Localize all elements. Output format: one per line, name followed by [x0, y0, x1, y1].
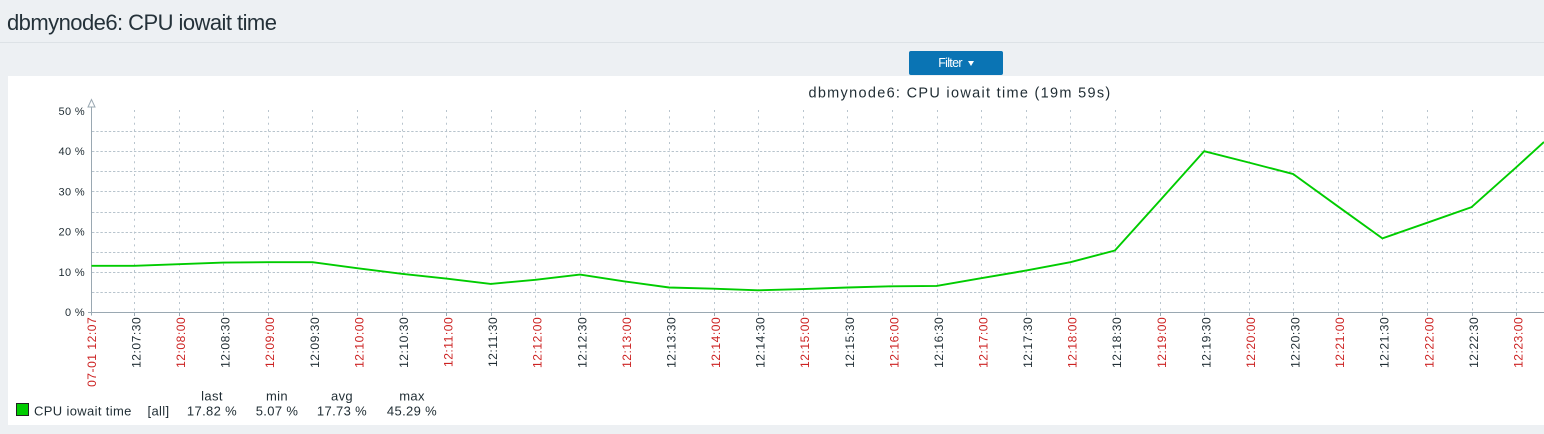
svg-text:17.73 %: 17.73 %	[317, 404, 367, 419]
svg-text:12:15:00: 12:15:00	[798, 317, 812, 368]
svg-text:45.29 %: 45.29 %	[387, 404, 437, 419]
svg-text:12:15:30: 12:15:30	[843, 317, 857, 368]
svg-text:12:16:30: 12:16:30	[932, 317, 946, 368]
svg-text:12:13:30: 12:13:30	[664, 317, 678, 368]
svg-text:12:16:00: 12:16:00	[887, 317, 901, 368]
svg-text:12:17:30: 12:17:30	[1021, 317, 1035, 368]
svg-text:dbmynode6: CPU iowait time (19: dbmynode6: CPU iowait time (19m 59s)	[808, 86, 1111, 102]
svg-text:40 %: 40 %	[59, 146, 85, 158]
svg-text:max: max	[399, 389, 425, 404]
svg-text:12:12:30: 12:12:30	[575, 317, 589, 368]
svg-text:12:23:00: 12:23:00	[1512, 317, 1526, 368]
svg-text:12:10:00: 12:10:00	[352, 317, 366, 368]
svg-text:12:10:30: 12:10:30	[397, 317, 411, 368]
svg-text:12:20:30: 12:20:30	[1289, 317, 1303, 368]
svg-text:12:19:00: 12:19:00	[1155, 317, 1169, 368]
svg-text:50 %: 50 %	[59, 106, 85, 118]
svg-text:avg: avg	[331, 389, 353, 404]
svg-text:12:17:00: 12:17:00	[977, 317, 991, 368]
svg-text:12:07:30: 12:07:30	[130, 317, 144, 368]
svg-text:17.82 %: 17.82 %	[187, 404, 237, 419]
svg-text:[all]: [all]	[148, 404, 170, 419]
svg-text:12:12:00: 12:12:00	[531, 317, 545, 368]
svg-text:12:14:30: 12:14:30	[754, 317, 768, 368]
svg-text:5.07 %: 5.07 %	[256, 404, 299, 419]
svg-text:12:19:30: 12:19:30	[1199, 317, 1213, 368]
svg-text:12:08:00: 12:08:00	[174, 317, 188, 368]
svg-text:12:18:30: 12:18:30	[1110, 317, 1124, 368]
svg-text:07-01 12:07: 07-01 12:07	[85, 317, 99, 387]
svg-text:12:11:30: 12:11:30	[486, 317, 500, 367]
svg-text:12:22:00: 12:22:00	[1422, 317, 1436, 368]
svg-text:CPU iowait time: CPU iowait time	[34, 404, 132, 419]
svg-text:12:20:00: 12:20:00	[1244, 317, 1258, 368]
svg-text:12:21:30: 12:21:30	[1378, 317, 1392, 368]
svg-text:12:14:00: 12:14:00	[709, 317, 723, 368]
svg-text:12:08:30: 12:08:30	[219, 317, 233, 368]
svg-text:min: min	[266, 389, 288, 404]
svg-text:0 %: 0 %	[65, 307, 85, 319]
svg-text:last: last	[201, 389, 223, 404]
svg-text:10 %: 10 %	[59, 267, 85, 279]
svg-text:12:21:00: 12:21:00	[1333, 317, 1347, 368]
svg-text:12:18:00: 12:18:00	[1066, 317, 1080, 368]
svg-text:30 %: 30 %	[59, 186, 85, 198]
svg-text:12:09:00: 12:09:00	[263, 317, 277, 368]
svg-text:12:11:00: 12:11:00	[442, 317, 456, 367]
svg-text:20 %: 20 %	[59, 227, 85, 239]
svg-text:12:13:00: 12:13:00	[620, 317, 634, 368]
svg-text:12:22:30: 12:22:30	[1467, 317, 1481, 368]
svg-text:12:09:30: 12:09:30	[308, 317, 322, 368]
